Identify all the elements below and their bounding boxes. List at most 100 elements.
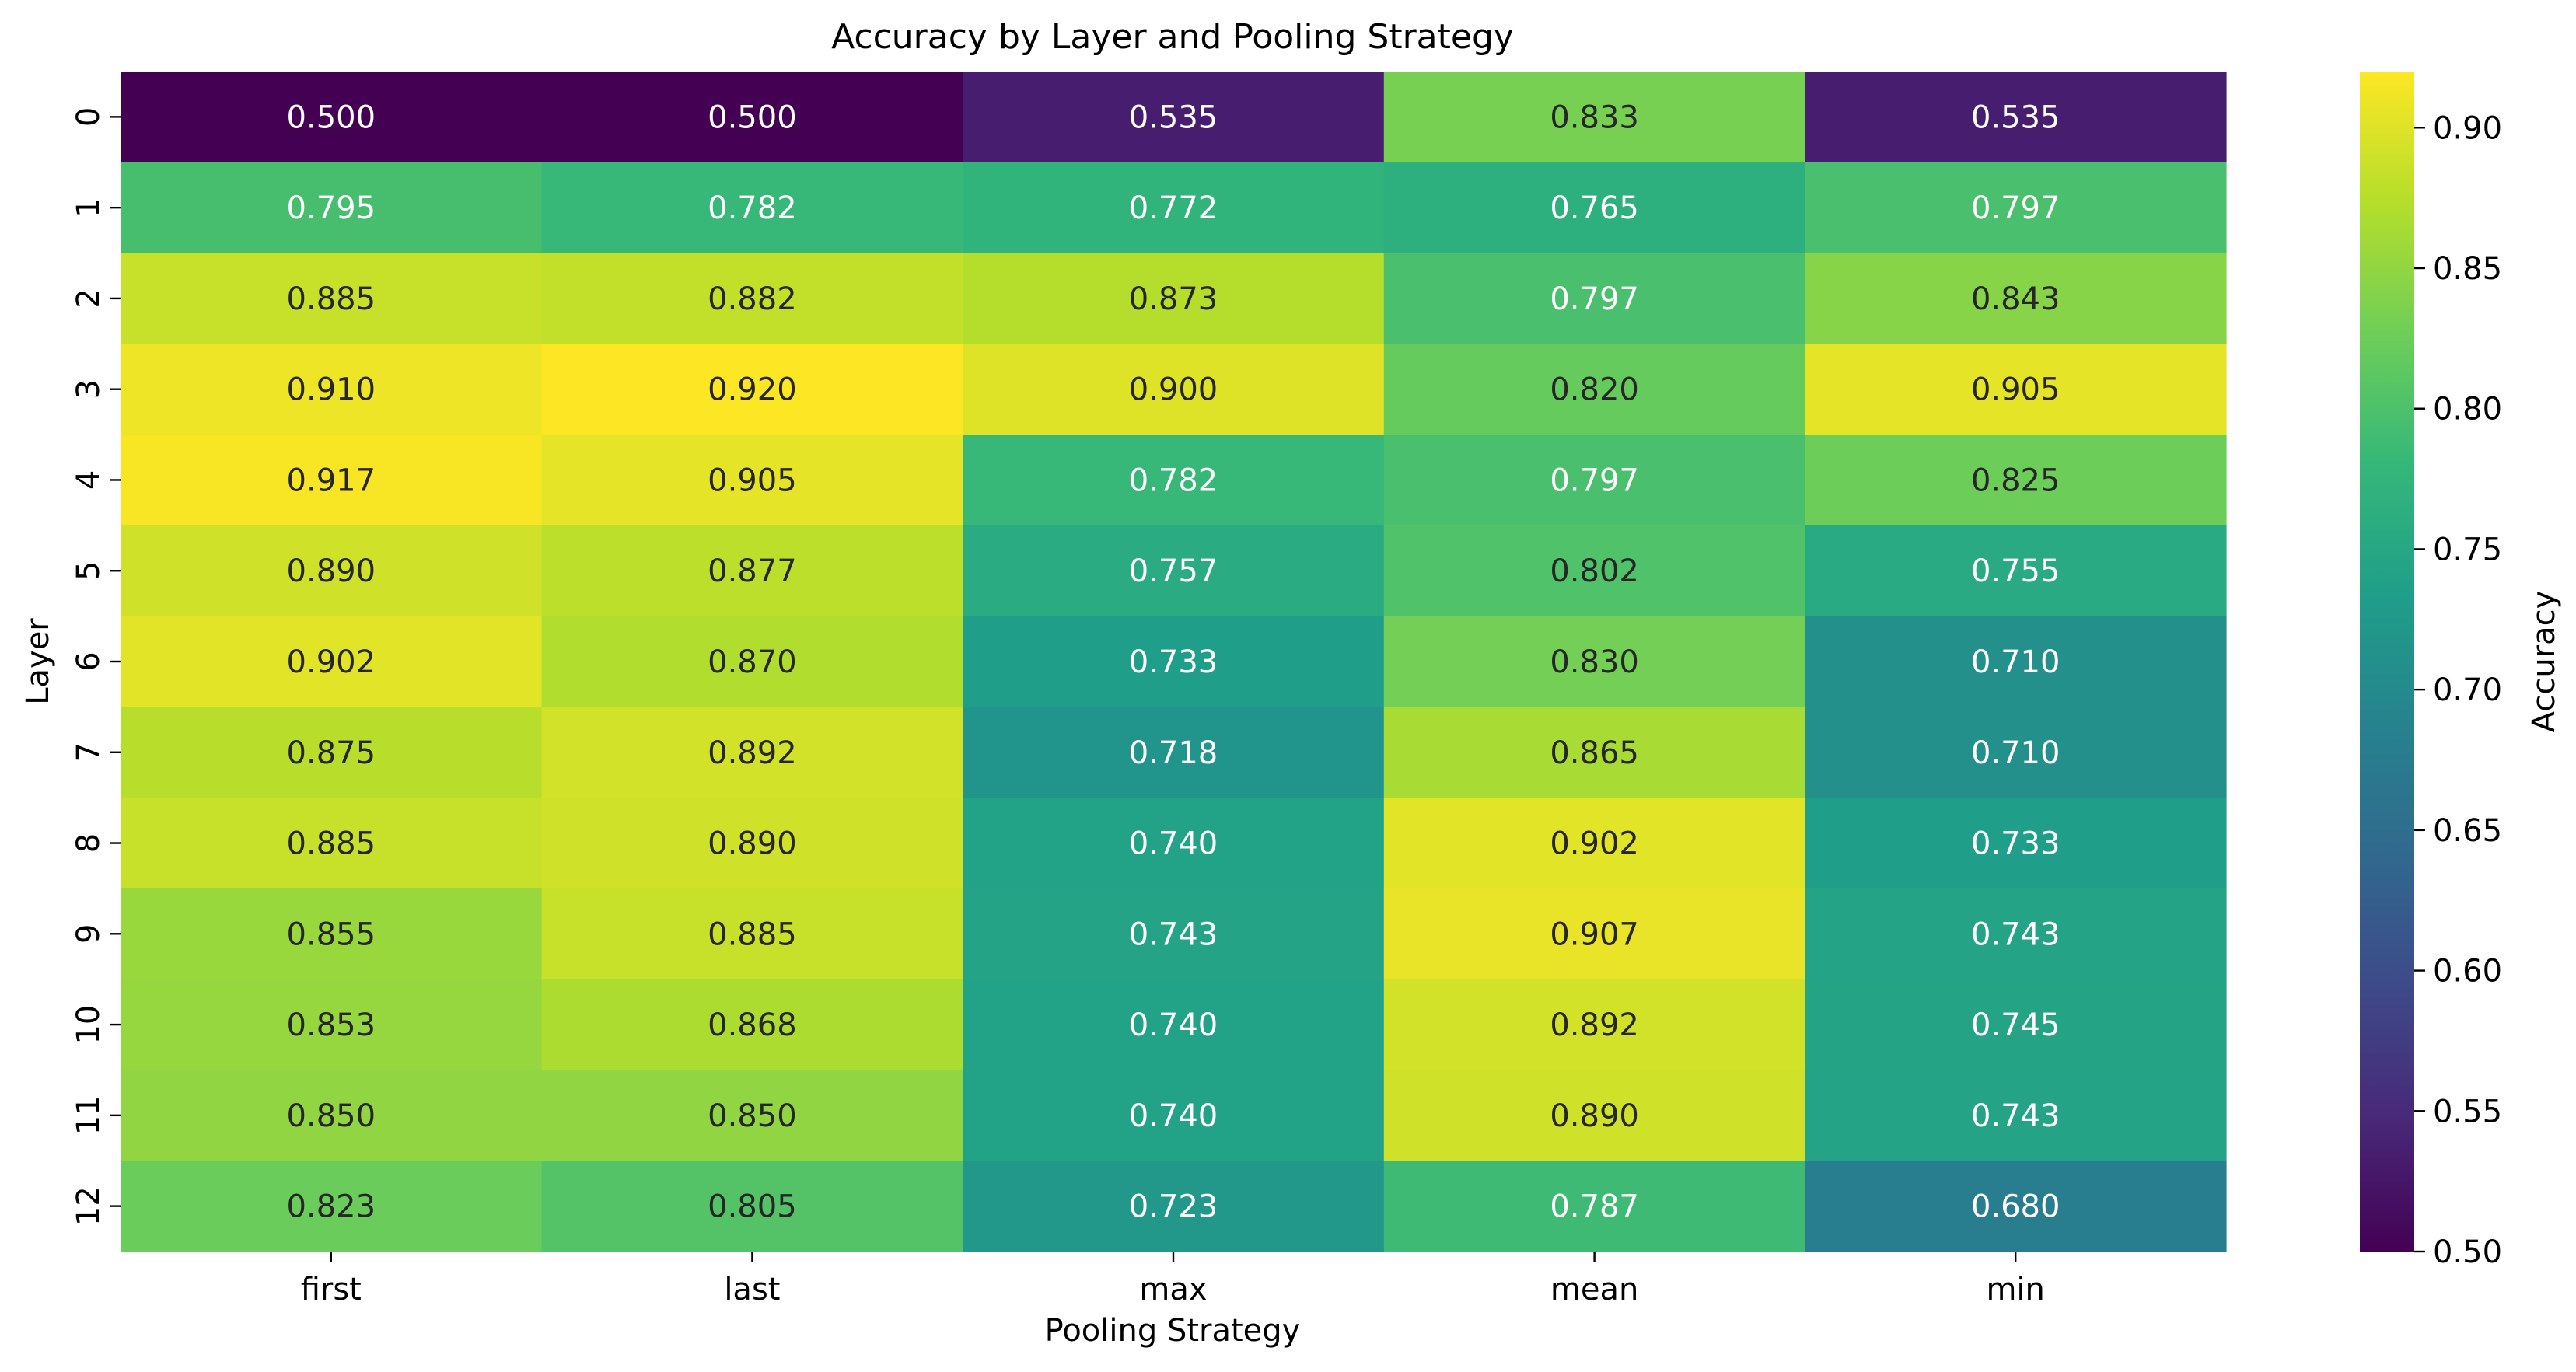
heatmap-cell (1805, 72, 2227, 163)
chart-title: Accuracy by Layer and Pooling Strategy (831, 17, 1514, 57)
heatmap-cell-label: 0.865 (1550, 735, 1639, 771)
heatmap-cell-label: 0.877 (708, 553, 797, 589)
heatmap-cell-label: 0.902 (1550, 826, 1639, 862)
heatmap-cell (1383, 798, 1805, 889)
heatmap-cell (963, 798, 1385, 889)
heatmap-cell-label: 0.723 (1129, 1189, 1218, 1225)
y-tick-label: 7 (71, 742, 107, 762)
heatmap-cell (963, 344, 1385, 435)
heatmap-cell-label: 0.870 (708, 644, 797, 680)
y-tick-label: 3 (71, 379, 107, 399)
heatmap-cell-label: 0.733 (1971, 826, 2060, 862)
heatmap-cell (121, 72, 543, 163)
heatmap-cell-label: 0.765 (1550, 190, 1639, 226)
heatmap-cell (1805, 707, 2227, 798)
heatmap-cell (963, 707, 1385, 798)
heatmap-cell (1805, 888, 2227, 980)
colorbar-ticks: 0.50 0.55 0.60 0.65 0.70 0.75 0.80 0.85 0.90 (2414, 110, 2502, 1270)
heatmap-cell-label: 0.535 (1129, 99, 1218, 135)
heatmap-cell (1383, 525, 1805, 617)
colorbar-tick-label: 0.60 (2433, 954, 2502, 990)
colorbar-tick-label: 0.90 (2433, 110, 2502, 146)
heatmap-cell (121, 344, 543, 435)
x-axis: first last max mean min (301, 1252, 2045, 1307)
heatmap-cell (1805, 979, 2227, 1071)
heatmap-cell (121, 1161, 543, 1252)
heatmap-cell (121, 888, 543, 980)
heatmap-cell (541, 616, 963, 707)
heatmap-cell-label: 0.743 (1971, 1098, 2060, 1134)
heatmap-cell-label: 0.890 (287, 553, 376, 589)
heatmap-cell (1805, 253, 2227, 344)
heatmap-cell-label: 0.850 (708, 1098, 797, 1134)
heatmap-cell-label: 0.855 (287, 916, 376, 952)
heatmap-cell (1383, 253, 1805, 344)
y-tick-label: 10 (71, 1005, 107, 1045)
heatmap-cell-label: 0.740 (1129, 1098, 1218, 1134)
heatmap-cell-label: 0.787 (1550, 1189, 1639, 1225)
heatmap-cell-label: 0.892 (1550, 1007, 1639, 1043)
x-axis-label: Pooling Strategy (1045, 1313, 1301, 1349)
heatmap-cell-labels: 0.500 0.500 0.535 0.833 0.535 0.795 0.782 0.772… (287, 99, 2060, 1224)
heatmap-cell-label: 0.853 (287, 1007, 376, 1043)
heatmap-cell (1805, 344, 2227, 435)
heatmap-cell-label: 0.830 (1550, 644, 1639, 680)
heatmap-cell (541, 525, 963, 617)
heatmap-cell-label: 0.820 (1550, 372, 1639, 408)
heatmap-cell (121, 616, 543, 707)
heatmap-cell (541, 1070, 963, 1161)
y-tick-label: 0 (71, 107, 107, 127)
heatmap-cell-label: 0.885 (287, 826, 376, 862)
y-tick-label: 8 (71, 833, 107, 853)
heatmap-cell-label: 0.743 (1129, 916, 1218, 952)
heatmap-cell-label: 0.500 (708, 99, 797, 135)
colorbar: 0.50 0.55 0.60 0.65 0.70 0.75 0.80 0.85 0.90 Acc… (2360, 72, 2562, 1270)
heatmap-cell-label: 0.885 (708, 916, 797, 952)
heatmap-cell (963, 1070, 1385, 1161)
colorbar-tick-label: 0.55 (2433, 1094, 2502, 1129)
x-tick-label: first (301, 1272, 362, 1307)
heatmap-cell-label: 0.823 (287, 1189, 376, 1225)
y-tick-label: 11 (71, 1095, 107, 1135)
heatmap-cell-label: 0.892 (708, 735, 797, 771)
colorbar-tick-label: 0.50 (2433, 1234, 2502, 1270)
heatmap-cell (1805, 435, 2227, 526)
heatmap-cell-label: 0.833 (1550, 99, 1639, 135)
heatmap-cell-label: 0.710 (1971, 735, 2060, 771)
heatmap-cells (121, 72, 2227, 1252)
heatmap-cell (541, 979, 963, 1071)
heatmap-cell-label: 0.782 (708, 190, 797, 226)
heatmap-cell (963, 1161, 1385, 1252)
heatmap-cell (541, 162, 963, 254)
heatmap-cell-label: 0.795 (287, 190, 376, 226)
heatmap-cell (963, 616, 1385, 707)
heatmap-cell-label: 0.797 (1550, 463, 1639, 498)
heatmap-cell (121, 253, 543, 344)
heatmap-cell-label: 0.850 (287, 1098, 376, 1134)
y-tick-label: 12 (71, 1186, 107, 1226)
heatmap-cell (121, 435, 543, 526)
heatmap-cell-label: 0.917 (287, 463, 376, 498)
heatmap-cell-label: 0.890 (708, 826, 797, 862)
heatmap-cell (963, 525, 1385, 617)
heatmap-cell (121, 162, 543, 254)
colorbar-gradient (2360, 72, 2414, 1252)
heatmap-cell (541, 435, 963, 526)
heatmap-cell (121, 707, 543, 798)
heatmap-cell-label: 0.740 (1129, 1007, 1218, 1043)
heatmap-cell (1383, 435, 1805, 526)
heatmap-cell (121, 525, 543, 617)
heatmap-cell-label: 0.910 (287, 372, 376, 408)
y-axis-label: Layer (20, 618, 56, 705)
heatmap-cell-label: 0.907 (1550, 916, 1639, 952)
heatmap-cell (1383, 344, 1805, 435)
heatmap-cell-label: 0.797 (1550, 281, 1639, 317)
heatmap-cell-label: 0.743 (1971, 916, 2060, 952)
x-tick-label: max (1139, 1272, 1207, 1307)
y-tick-label: 9 (71, 924, 107, 944)
heatmap-cell (1805, 616, 2227, 707)
heatmap-cell-label: 0.885 (287, 281, 376, 317)
heatmap-cell-label: 0.680 (1971, 1189, 2060, 1225)
heatmap-cell-label: 0.745 (1971, 1007, 2060, 1043)
